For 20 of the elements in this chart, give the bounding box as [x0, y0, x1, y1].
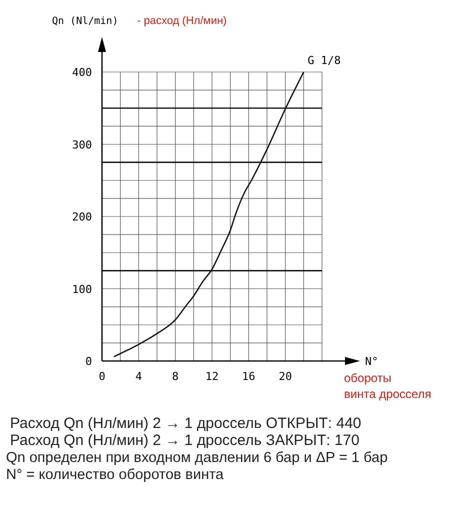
x-tick-label: 16 — [242, 370, 256, 383]
x-tick-label: 4 — [135, 370, 142, 383]
x-tick-label: 0 — [98, 370, 106, 383]
text: Расход Qn (Нл/мин) 2 → 1 дроссель ЗАКРЫТ: 170 — [10, 432, 360, 449]
y-tick-label: 400 — [72, 66, 92, 79]
y-tick-label: 0 — [85, 355, 92, 368]
text: обороты винта дросселя — [344, 371, 432, 401]
text: - расход (Нл/мин) — [137, 15, 227, 27]
x-tick-label: 20 — [278, 370, 292, 383]
y-axis-title: Qn (Nl/min) — [52, 16, 118, 27]
text: N° = количество оборотов винта — [6, 467, 225, 483]
y-tick-label: 100 — [72, 282, 92, 296]
x-axis-title: N° — [365, 355, 378, 368]
text: Qn определен при входном давлении 6 бар и ΔP = 1 бар — [6, 450, 388, 466]
series-label: G 1/8 — [308, 54, 341, 67]
x-tick-label: 8 — [172, 370, 179, 383]
y-tick-label: 300 — [72, 138, 92, 152]
x-tick-label: 12 — [205, 370, 219, 383]
text: Расход Qn (Нл/мин) 2 → 1 дроссель ОТКРЫТ: 440 — [10, 415, 362, 432]
y-tick-label: 200 — [72, 210, 92, 224]
